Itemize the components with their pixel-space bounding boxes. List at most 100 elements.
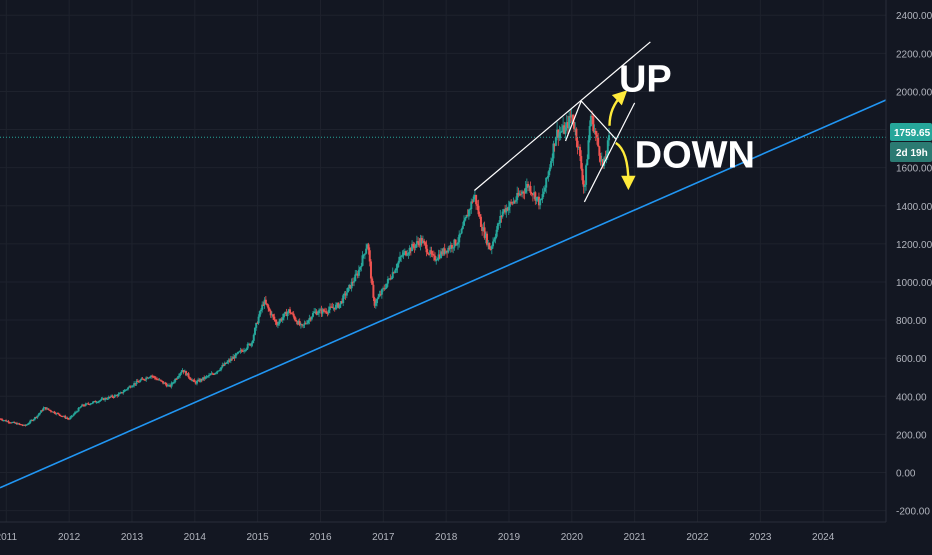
candle-body xyxy=(481,226,484,232)
candle-body xyxy=(200,379,203,381)
candle-body xyxy=(7,421,10,423)
trendline-wedge-lower[interactable] xyxy=(583,102,636,203)
candle-body xyxy=(174,378,177,382)
candle-body xyxy=(131,385,134,387)
candle-body xyxy=(388,278,391,280)
candle-body xyxy=(261,304,264,310)
candle-body xyxy=(583,184,586,187)
candle-body xyxy=(239,350,242,352)
candle-body xyxy=(55,413,58,415)
candle-body xyxy=(456,242,459,245)
candle-body xyxy=(309,318,312,320)
candle-body xyxy=(382,288,385,290)
candle-body xyxy=(156,379,159,381)
candle-body xyxy=(504,209,507,213)
x-tick-label: 2020 xyxy=(561,532,584,543)
candle-body xyxy=(183,371,186,373)
candle-body xyxy=(75,411,78,413)
candle-body xyxy=(59,414,62,417)
candle-body xyxy=(21,425,24,427)
candle-body xyxy=(279,319,282,322)
arrow-down xyxy=(615,141,636,191)
candle-body xyxy=(108,396,111,398)
candle-body xyxy=(191,379,194,381)
candle-body xyxy=(308,318,311,321)
candle-body xyxy=(489,249,492,251)
candle-body xyxy=(23,424,26,426)
candle-body xyxy=(366,244,369,249)
trendline-support[interactable] xyxy=(0,99,887,489)
candle-body xyxy=(43,407,46,409)
candle-body xyxy=(550,161,553,168)
candle-body xyxy=(513,201,516,203)
candle-body xyxy=(321,309,324,314)
trendline-wedge-top-edge[interactable] xyxy=(564,100,582,142)
candle-body xyxy=(423,240,426,243)
candle-body xyxy=(537,196,540,206)
candle-body xyxy=(389,278,392,280)
candle-body xyxy=(593,130,596,132)
candle-body xyxy=(608,135,611,141)
candle-body xyxy=(588,126,591,141)
candle-body xyxy=(488,242,491,250)
time-axis[interactable]: 2011 2012 2013 2014 2015 2016 2017 2018 2019 2020… xyxy=(0,521,932,550)
trendline-wedge-inner-upper[interactable] xyxy=(580,100,617,140)
x-tick-label: 2023 xyxy=(749,532,772,543)
candle-body xyxy=(218,369,221,371)
candle-body xyxy=(510,202,513,204)
candle-body xyxy=(250,343,253,346)
candle-body xyxy=(415,241,418,245)
candle-body xyxy=(186,373,189,376)
price-axis[interactable]: 2400.002200.002000.001800.001600.001400.… xyxy=(885,0,932,550)
trendline-wedge-upper[interactable] xyxy=(474,41,651,191)
candle-body xyxy=(523,192,526,194)
candle-body xyxy=(30,420,33,422)
candle-body xyxy=(427,253,430,255)
arrow-up xyxy=(608,90,628,126)
candle-body xyxy=(539,199,542,206)
candle-body xyxy=(360,265,363,268)
candle-body xyxy=(512,201,515,204)
candle-body xyxy=(467,209,470,217)
candle-body xyxy=(69,417,72,420)
candle-body xyxy=(390,277,393,280)
candle-body xyxy=(32,419,35,421)
candle-body xyxy=(241,350,244,352)
candle-body xyxy=(543,187,546,192)
candle-body xyxy=(455,244,458,246)
candle-body xyxy=(525,183,528,188)
candle-body xyxy=(17,423,20,425)
candle-body xyxy=(528,186,531,188)
candle-body xyxy=(197,379,200,382)
candle-body xyxy=(386,279,389,284)
candle-body xyxy=(34,417,37,420)
candle-body xyxy=(19,424,22,426)
candle-body xyxy=(568,116,571,129)
candle-body xyxy=(299,324,302,326)
current-price-tag: 1759.65 2d 19h xyxy=(890,123,932,162)
candle-body xyxy=(557,129,560,138)
candle-body xyxy=(368,250,371,262)
candle-body xyxy=(38,412,41,415)
candle-body xyxy=(177,375,180,378)
candle-body xyxy=(117,393,120,396)
candle-body xyxy=(163,382,166,384)
candle-body xyxy=(380,289,383,295)
candle-body xyxy=(516,192,519,201)
candle-body xyxy=(597,137,600,147)
candle-body xyxy=(392,272,395,274)
candle-body xyxy=(453,239,456,248)
candle-body xyxy=(119,392,122,394)
candle-body xyxy=(560,130,563,132)
candle-body xyxy=(154,377,157,380)
candle-body xyxy=(113,395,116,398)
candle-body xyxy=(369,261,372,279)
candle-body xyxy=(444,250,447,254)
candle-body xyxy=(9,422,12,424)
candle-body xyxy=(566,122,569,129)
candle-body xyxy=(253,327,256,335)
candle-body xyxy=(217,370,220,372)
candle-body xyxy=(473,194,476,197)
